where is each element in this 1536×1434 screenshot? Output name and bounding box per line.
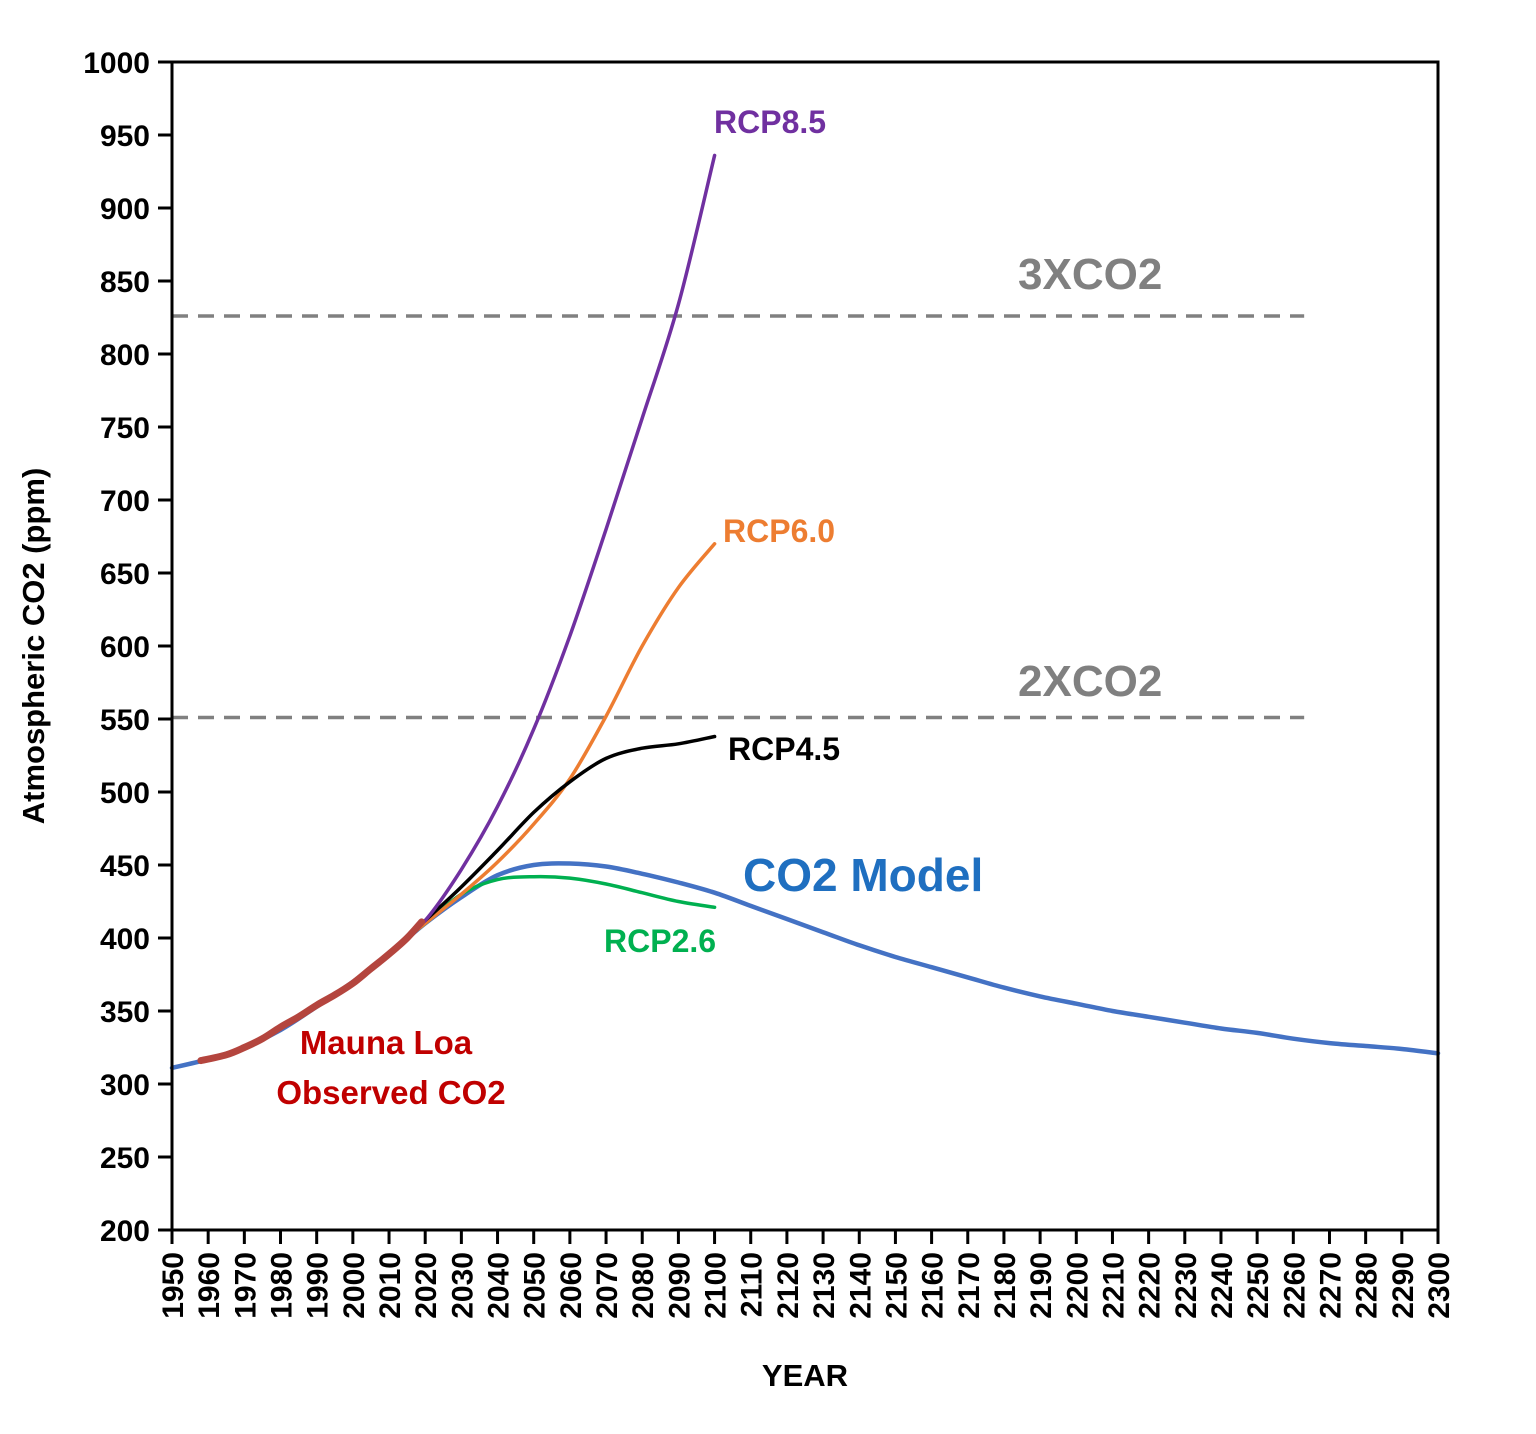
y-tick-label: 850 [100,266,150,299]
x-tick-label: 2150 [880,1252,913,1319]
x-tick-label: 2230 [1170,1252,1203,1319]
y-tick-label: 600 [100,631,150,664]
label-rcp26: RCP2.6 [604,923,716,959]
x-tick-label: 2130 [808,1252,841,1319]
y-tick-label: 200 [100,1215,150,1248]
x-tick-label: 2300 [1423,1252,1456,1319]
x-tick-label: 2270 [1315,1252,1348,1319]
x-tick-label: 2080 [627,1252,660,1319]
x-tick-label: 2220 [1134,1252,1167,1319]
series-line-rcp8-5 [351,153,717,986]
y-tick-label: 1000 [83,47,150,80]
x-tick-label: 2120 [772,1252,805,1319]
x-tick-label: 2210 [1098,1252,1131,1319]
x-tick-label: 2250 [1242,1252,1275,1319]
label-rcp60: RCP6.0 [723,513,835,549]
label-rcp45: RCP4.5 [728,731,840,767]
x-tick-label: 2060 [555,1252,588,1319]
y-tick-label: 300 [100,1069,150,1102]
x-tick-label: 2140 [844,1252,877,1319]
y-tick-label: 400 [100,923,150,956]
x-tick-label: 2260 [1278,1252,1311,1319]
x-tick-label: 1990 [302,1252,335,1319]
y-tick-label: 650 [100,558,150,591]
x-tick-label: 2030 [446,1252,479,1319]
x-tick-label: 2160 [917,1252,950,1319]
y-tick-label: 450 [100,850,150,883]
x-tick-label: 1980 [266,1252,299,1319]
label-mauna-loa-line2: Observed CO2 [276,1074,505,1111]
x-tick-label: 1950 [157,1252,190,1319]
x-tick-label: 2100 [700,1252,733,1319]
series-line-mauna-loa-observed-co2 [197,918,426,1065]
x-tick-label: 2170 [953,1252,986,1319]
x-tick-label: 2070 [591,1252,624,1319]
x-tick-label: 2000 [338,1252,371,1319]
y-tick-label: 350 [100,996,150,1029]
x-tick-label: 2180 [989,1252,1022,1319]
x-tick-label: 1960 [193,1252,226,1319]
x-tick-label: 2040 [483,1252,516,1319]
x-tick-label: 2200 [1061,1252,1094,1319]
x-tick-label: 2020 [410,1252,443,1319]
y-tick-label: 900 [100,193,150,226]
y-tick-label: 500 [100,777,150,810]
x-axis-title: YEAR [762,1358,848,1393]
x-tick-label: 2110 [736,1252,769,1317]
x-tick-label: 2290 [1387,1252,1420,1319]
label-co2-model: CO2 Model [743,849,983,901]
x-tick-label: 2010 [374,1252,407,1319]
y-tick-label: 250 [100,1142,150,1175]
y-tick-label: 950 [100,120,150,153]
y-axis-title: Atmospheric CO2 (ppm) [16,468,51,825]
x-tick-label: 2190 [1025,1252,1058,1319]
label-2xco2: 2XCO2 [1018,657,1162,706]
x-tick-label: 1970 [229,1252,262,1319]
y-tick-label: 800 [100,339,150,372]
x-tick-label: 2090 [663,1252,696,1319]
y-tick-label: 700 [100,485,150,518]
x-tick-label: 2280 [1351,1252,1384,1319]
y-tick-label: 750 [100,412,150,445]
label-rcp85: RCP8.5 [714,104,826,140]
plot-area [172,62,1438,1230]
label-3xco2: 3XCO2 [1018,250,1162,299]
label-mauna-loa-line1: Mauna Loa [300,1024,473,1061]
x-tick-label: 2050 [519,1252,552,1319]
x-tick-label: 2240 [1206,1252,1239,1319]
y-tick-label: 550 [100,704,150,737]
